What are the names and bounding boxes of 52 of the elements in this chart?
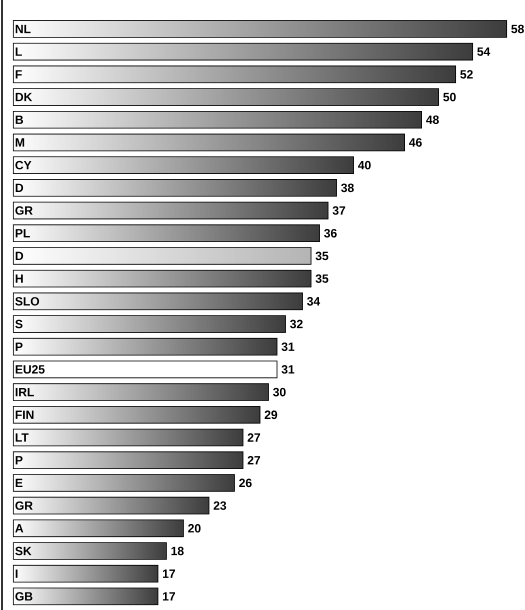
y-tick-label: CY [15, 160, 32, 170]
y-tick-label: E [16, 478, 22, 488]
y-tick-label: EU25 [16, 365, 45, 374]
y-tick-label: A [15, 524, 24, 532]
data-label: 17 [162, 570, 176, 578]
y-tick-label: D [16, 184, 24, 192]
y-tick-label: P [16, 456, 23, 464]
data-label: 36 [324, 228, 337, 238]
data-label: 34 [307, 297, 320, 306]
y-tick-label: NL [16, 24, 31, 34]
data-label: 30 [273, 388, 286, 396]
y-tick-label: GR [15, 501, 33, 510]
y-tick-label: S [15, 320, 22, 328]
y-tick-label: SLO [15, 297, 40, 306]
y-tick-label: D [16, 252, 24, 260]
data-label: 32 [290, 320, 303, 328]
y-tick-label: SK [15, 546, 32, 556]
y-tick-label: LT [16, 433, 29, 442]
y-tick-label: P [16, 342, 23, 351]
data-label: 27 [248, 433, 260, 442]
data-label: 35 [316, 274, 328, 283]
data-label: 40 [358, 160, 371, 170]
data-label: 18 [171, 546, 184, 556]
data-label: 48 [426, 115, 439, 124]
data-label: 52 [460, 70, 473, 79]
data-label: 37 [332, 206, 346, 215]
y-tick-label: L [16, 48, 22, 56]
data-label: 50 [443, 92, 456, 102]
y-tick-label: M [16, 138, 24, 147]
data-label: 26 [239, 478, 252, 488]
data-label: 35 [316, 252, 328, 260]
y-tick-label: F [16, 70, 22, 78]
y-tick-label: GB [15, 592, 32, 601]
y-tick-label: DK [16, 92, 32, 102]
y-tick-label: FIN [16, 410, 34, 419]
data-label: 58 [511, 24, 524, 34]
data-label: 27 [248, 456, 260, 464]
y-tick-label: B [16, 116, 24, 124]
data-label: 29 [264, 410, 278, 420]
data-label: 17 [162, 592, 176, 601]
y-tick-label: IRL [16, 388, 34, 396]
data-label: 31 [282, 342, 294, 351]
data-label: 20 [188, 524, 201, 533]
data-label: 31 [282, 365, 294, 374]
data-label: 54 [477, 47, 490, 56]
y-tick-label: PL [16, 229, 30, 238]
data-label: 23 [214, 501, 226, 510]
y-tick-label: GR [15, 206, 33, 215]
data-label: 46 [409, 138, 422, 147]
y-tick-label: H [16, 274, 23, 283]
y-tick-label: I [16, 570, 18, 578]
data-label: 38 [341, 184, 354, 192]
